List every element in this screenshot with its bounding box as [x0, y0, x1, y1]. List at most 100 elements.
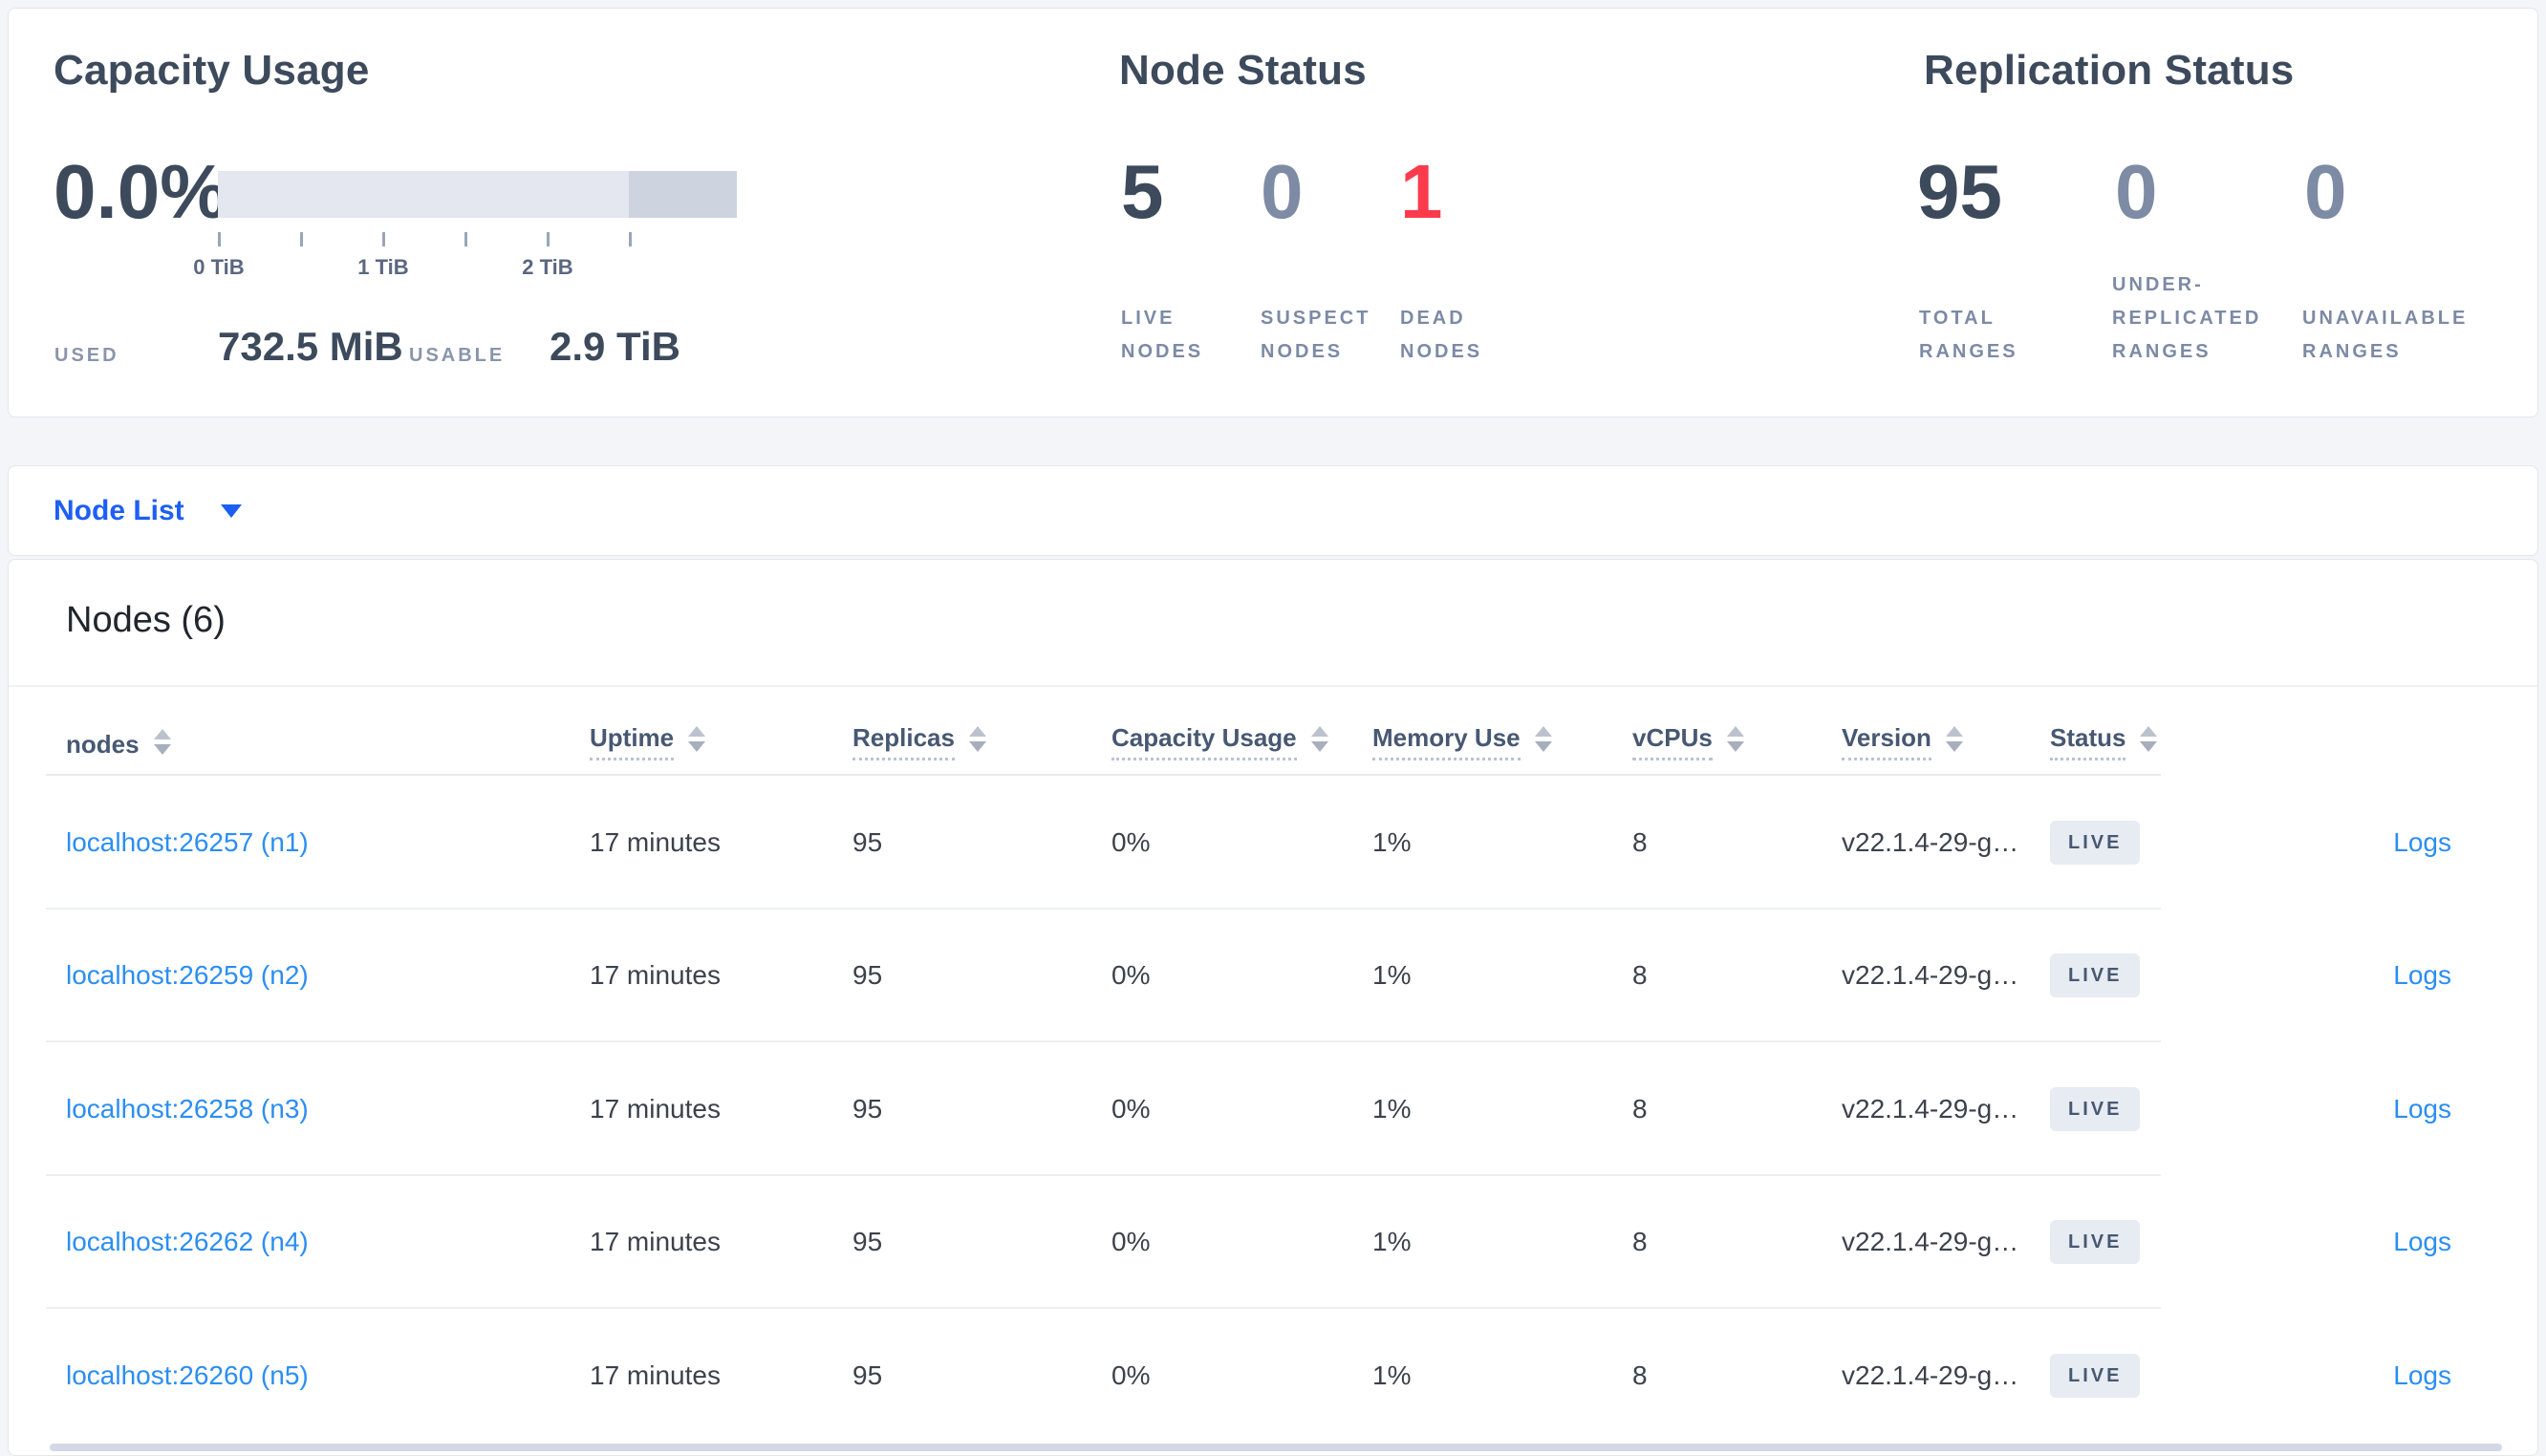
column-header-uptime[interactable]: Uptime [590, 723, 852, 776]
column-header-label: nodes [66, 730, 140, 759]
sort-arrows-icon [1534, 726, 1552, 752]
usable-label: USABLE [409, 345, 506, 366]
column-header-replicas[interactable]: Replicas [852, 723, 1111, 776]
vcpus-cell: 8 [1632, 1360, 1648, 1390]
table-row: localhost:26257 (n1) 17 minutes 95 0% 1% 8 v22… [9, 776, 2537, 910]
node-list-dropdown[interactable]: Node List [54, 495, 242, 527]
horizontal-scrollbar[interactable] [50, 1444, 2502, 1451]
total-ranges-label: TOTAL RANGES [1919, 308, 2018, 362]
row-divider [46, 1307, 2161, 1309]
logs-link[interactable]: Logs [2393, 1227, 2451, 1257]
node-address-link: localhost:26259 (n2) [9, 960, 590, 991]
logs-link[interactable]: Logs [2393, 960, 2451, 991]
sort-arrows-icon [153, 729, 171, 755]
axis-tick-label: 0 TiB [193, 255, 245, 279]
live-nodes-label: LIVE NODES [1121, 308, 1204, 362]
unavailable-ranges-label: UNAVAILABLE RANGES [2302, 308, 2469, 362]
column-header-nodes[interactable]: nodes [9, 729, 590, 776]
logs-link[interactable]: Logs [2393, 1360, 2451, 1390]
column-header-status[interactable]: Status [2050, 723, 2295, 776]
replicas-cell: 95 [852, 960, 883, 991]
status-badge: LIVE [2050, 820, 2141, 865]
capacity-usage-cell: 0% [1111, 1093, 1151, 1124]
replicas-cell: 95 [852, 1360, 883, 1390]
replicas-cell: 95 [852, 1227, 883, 1257]
capacity-percent: 0.0% [54, 149, 228, 234]
vcpus-cell: 8 [1632, 1227, 1648, 1257]
capacity-usage-cell: 0% [1111, 1227, 1151, 1257]
used-label: USED [54, 345, 119, 366]
node-address-link[interactable]: localhost:26258 (n3) [66, 1093, 309, 1124]
axis-tick-label: 1 TiB [357, 255, 409, 279]
status-cell: LIVE [2050, 953, 2295, 998]
logs-cell: Logs [2295, 960, 2537, 991]
axis-tick [629, 232, 632, 246]
axis-tick [382, 232, 385, 246]
view-selector-bar: Node List [8, 465, 2538, 556]
row-divider [46, 1173, 2161, 1176]
node-address-link[interactable]: localhost:26257 (n1) [66, 826, 309, 857]
under-replicated-ranges-count: 0 [2115, 149, 2158, 234]
suspect-nodes-label: SUSPECT NODES [1261, 308, 1371, 362]
memory-use-cell: 1% [1372, 1360, 1412, 1390]
capacity-bar-other-segment [629, 171, 737, 218]
column-header-capacity-usage[interactable]: Capacity Usage [1111, 723, 1372, 776]
row-divider [46, 1040, 2161, 1042]
replication-status-title: Replication Status [1924, 47, 2295, 94]
sort-arrows-icon [2140, 726, 2158, 752]
column-header-label: Capacity Usage [1111, 723, 1297, 760]
unavailable-ranges-count: 0 [2304, 149, 2347, 234]
vcpus-cell: 8 [1632, 826, 1648, 857]
table-row: localhost:26259 (n2) 17 minutes 95 0% 1% 8 v22… [9, 910, 2537, 1042]
column-header-memory-use[interactable]: Memory Use [1372, 723, 1632, 776]
status-cell: LIVE [2050, 1220, 2295, 1265]
uptime-cell: 17 minutes [590, 826, 721, 857]
column-header-label: Uptime [590, 723, 675, 760]
uptime-cell: 17 minutes [590, 1360, 721, 1390]
axis-tick [464, 232, 467, 246]
logs-link[interactable]: Logs [2393, 1093, 2451, 1124]
column-header-label: Version [1842, 723, 1931, 760]
sort-arrows-icon [1310, 726, 1328, 752]
replicas-cell: 95 [852, 1093, 883, 1124]
node-address-link[interactable]: localhost:26259 (n2) [66, 960, 309, 991]
capacity-usage-cell: 0% [1111, 1360, 1151, 1390]
axis-tick [300, 232, 303, 246]
logs-cell: Logs [2295, 1227, 2537, 1257]
version-cell: v22.1.4-29-g… [1842, 1227, 2019, 1257]
table-header-row: nodes Uptime Replicas Capacity Usage Memory … [9, 701, 2537, 776]
memory-use-cell: 1% [1372, 1093, 1412, 1124]
vcpus-cell: 8 [1632, 1093, 1648, 1124]
column-header-vcpus[interactable]: vCPUs [1632, 723, 1842, 776]
live-nodes-count: 5 [1121, 149, 1164, 234]
memory-use-cell: 1% [1372, 960, 1412, 991]
nodes-section-heading: Nodes (6) [66, 600, 226, 640]
capacity-usage-bar [218, 171, 737, 218]
node-address-link: localhost:26257 (n1) [9, 827, 590, 858]
capacity-usage-cell: 0% [1111, 960, 1151, 991]
table-top-border [9, 685, 2537, 687]
status-cell: LIVE [2050, 820, 2295, 865]
column-header-label: Status [2050, 723, 2126, 760]
status-badge: LIVE [2050, 953, 2141, 998]
sort-arrows-icon [688, 726, 706, 752]
node-address-link[interactable]: localhost:26262 (n4) [66, 1227, 309, 1257]
uptime-cell: 17 minutes [590, 1227, 721, 1257]
capacity-usage-cell: 0% [1111, 826, 1151, 857]
nodes-table-card: Nodes (6) nodes Uptime Replicas Capacity Us… [8, 559, 2538, 1456]
node-address-link: localhost:26258 (n3) [9, 1094, 590, 1124]
total-ranges-count: 95 [1917, 149, 2002, 234]
status-cell: LIVE [2050, 1086, 2295, 1131]
column-header-logs [2295, 760, 2537, 776]
version-cell: v22.1.4-29-g… [1842, 1093, 2019, 1124]
vcpus-cell: 8 [1632, 960, 1648, 991]
node-list-dropdown-label: Node List [54, 494, 184, 526]
axis-tick-label: 2 TiB [522, 255, 573, 279]
sort-arrows-icon [968, 726, 986, 752]
node-address-link[interactable]: localhost:26260 (n5) [66, 1360, 309, 1390]
memory-use-cell: 1% [1372, 1227, 1412, 1257]
version-cell: v22.1.4-29-g… [1842, 960, 2019, 991]
logs-link[interactable]: Logs [2393, 826, 2451, 857]
table-row: localhost:26258 (n3) 17 minutes 95 0% 1% 8 v22… [9, 1042, 2537, 1176]
column-header-version[interactable]: Version [1842, 723, 2050, 776]
